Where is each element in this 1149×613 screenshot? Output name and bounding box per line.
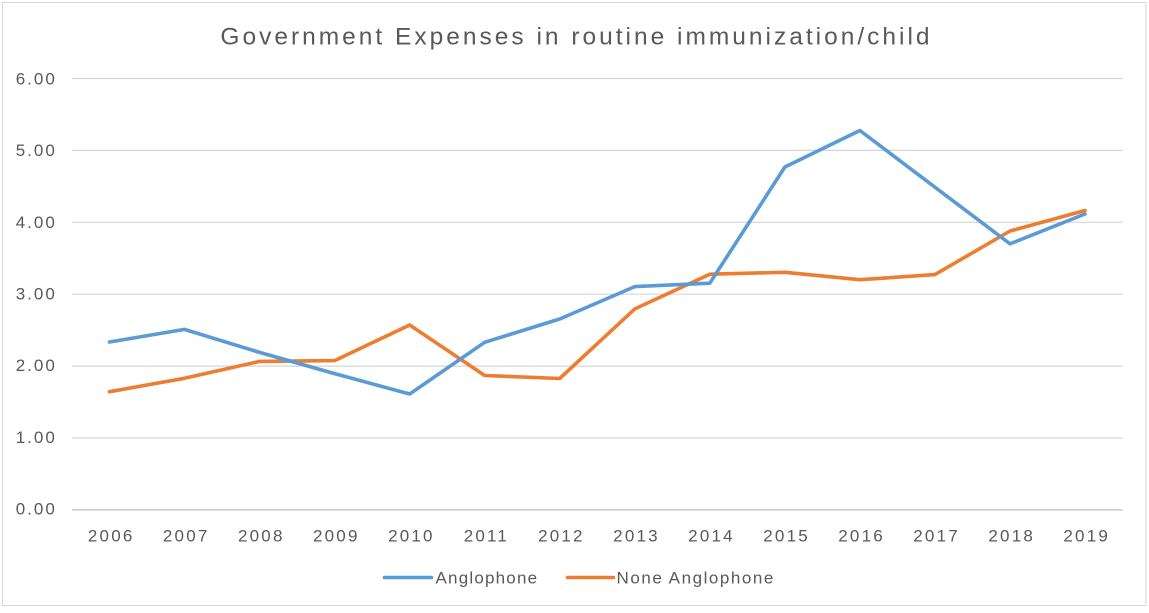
svg-text:None Anglophone: None Anglophone — [617, 569, 775, 588]
svg-text:2007: 2007 — [163, 527, 210, 546]
svg-text:2016: 2016 — [838, 527, 885, 546]
svg-text:2017: 2017 — [913, 527, 960, 546]
svg-text:4.00: 4.00 — [16, 213, 57, 232]
svg-text:2009: 2009 — [313, 527, 360, 546]
svg-text:2014: 2014 — [688, 527, 735, 546]
svg-text:0.00: 0.00 — [16, 500, 57, 519]
svg-text:3.00: 3.00 — [16, 285, 57, 304]
svg-text:2018: 2018 — [988, 527, 1035, 546]
svg-text:Anglophone: Anglophone — [436, 569, 539, 588]
svg-text:Government Expenses in routine: Government Expenses in routine immunizat… — [220, 24, 932, 51]
svg-text:6.00: 6.00 — [16, 70, 57, 89]
svg-text:2010: 2010 — [388, 527, 435, 546]
svg-text:2011: 2011 — [464, 527, 509, 546]
svg-text:2019: 2019 — [1063, 527, 1110, 546]
svg-text:2008: 2008 — [238, 527, 285, 546]
svg-text:1.00: 1.00 — [16, 428, 57, 447]
svg-text:2015: 2015 — [763, 527, 810, 546]
svg-text:5.00: 5.00 — [16, 141, 57, 160]
svg-text:2013: 2013 — [613, 527, 660, 546]
svg-text:2006: 2006 — [88, 527, 135, 546]
svg-text:2012: 2012 — [538, 527, 585, 546]
svg-text:2.00: 2.00 — [16, 356, 57, 375]
